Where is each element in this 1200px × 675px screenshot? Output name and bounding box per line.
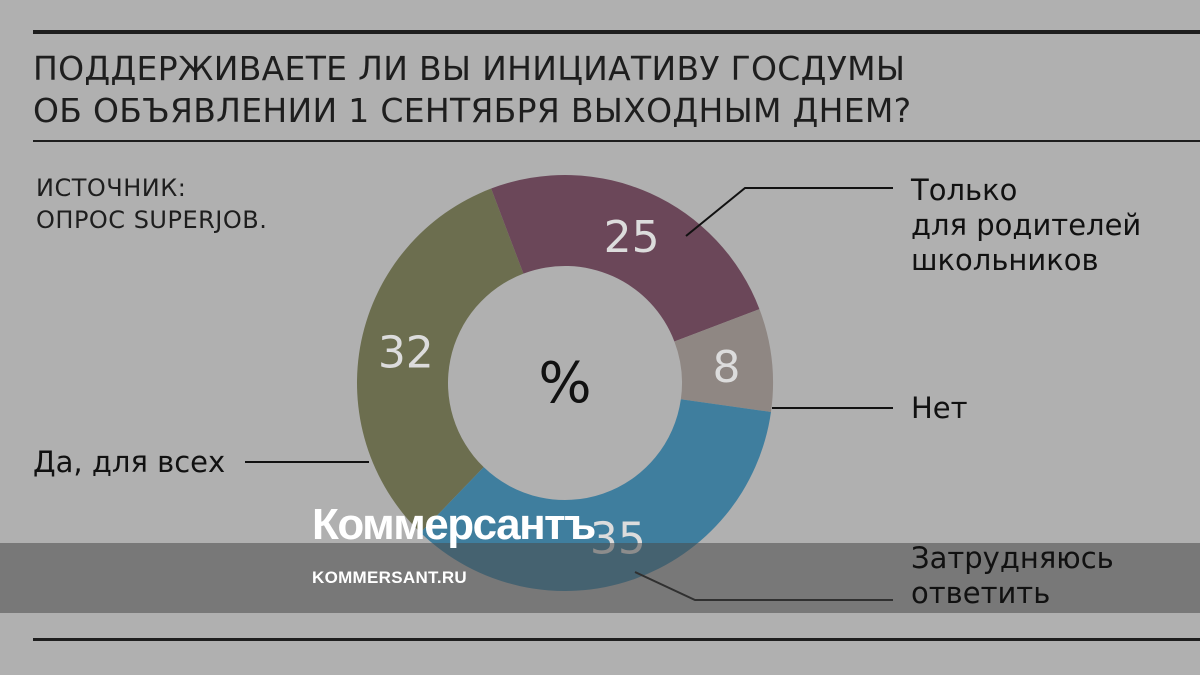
slice-value-parents: 32 [378, 327, 434, 378]
label-parents-line-3: школьников [911, 243, 1099, 277]
slice-value-unsure: 8 [712, 342, 740, 393]
label-unsure-line-2: ответить [911, 576, 1051, 610]
label-parents-line-2: для родителей [911, 208, 1142, 242]
title-rule [33, 140, 1200, 142]
chart-title: ПОДДЕРЖИВАЕТЕ ЛИ ВЫ ИНИЦИАТИВУ ГОСДУМЫ О… [33, 48, 911, 132]
center-percent-label: % [538, 351, 591, 416]
watermark-logo: Коммерсантъ [312, 500, 596, 549]
label-unsure-line-1: Затрудняюсь [911, 541, 1114, 575]
label-yes: Да, для всех [33, 445, 226, 479]
chart-title-line-2: ОБ ОБЪЯВЛЕНИИ 1 СЕНТЯБРЯ ВЫХОДНЫМ ДНЕМ? [33, 91, 912, 130]
source-line-1: ИСТОЧНИК: [36, 174, 187, 202]
label-no: Нет [911, 391, 968, 425]
label-parents-line-1: Только [911, 173, 1018, 207]
label-parents: Только для родителей школьников [911, 173, 1141, 278]
source-line-2: ОПРОС SUPERJOB. [36, 206, 268, 234]
donut-slice-parents [356, 188, 524, 533]
source-note: ИСТОЧНИК: ОПРОС SUPERJOB. [36, 172, 267, 236]
label-unsure: Затрудняюсь ответить [911, 541, 1114, 611]
watermark-url: KOMMERSANT.RU [312, 568, 468, 587]
bottom-rule [33, 638, 1200, 641]
donut-slice-no [491, 175, 760, 342]
watermark-band [0, 543, 1200, 613]
donut-slice-unsure [674, 309, 773, 412]
chart-title-line-1: ПОДДЕРЖИВАЕТЕ ЛИ ВЫ ИНИЦИАТИВУ ГОСДУМЫ [33, 49, 906, 88]
slice-value-no: 25 [604, 212, 660, 263]
top-rule [33, 30, 1200, 34]
leader-line-parents [685, 187, 893, 237]
